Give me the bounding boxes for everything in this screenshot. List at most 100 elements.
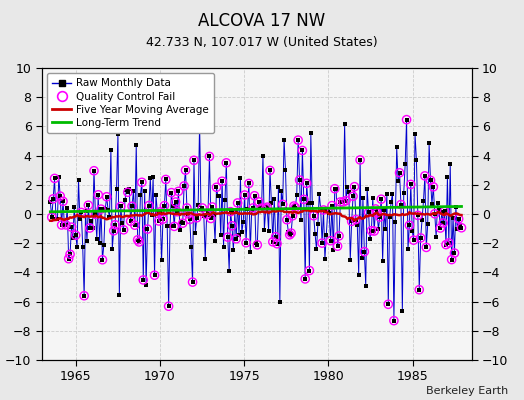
Point [181, 167, 190, 173]
Point [194, 201, 202, 208]
Point [193, 214, 201, 221]
Point [356, 157, 364, 163]
Point [190, 157, 198, 164]
Point [413, 212, 422, 218]
Point [139, 277, 147, 283]
Point [126, 218, 135, 224]
Point [70, 204, 79, 210]
Point [290, 203, 298, 209]
Point [394, 178, 402, 185]
Point [236, 174, 245, 181]
Point [408, 227, 417, 234]
Point [50, 175, 59, 182]
Point [243, 206, 252, 212]
Point [208, 204, 216, 210]
Point [363, 185, 372, 192]
Point [332, 186, 341, 192]
Point [83, 238, 91, 244]
Point [100, 242, 108, 248]
Point [180, 183, 188, 189]
Point [200, 212, 208, 219]
Point [135, 239, 143, 245]
Point [427, 177, 435, 184]
Point [411, 131, 419, 137]
Text: Berkeley Earth: Berkeley Earth [426, 386, 508, 396]
Point [97, 206, 105, 212]
Point [310, 212, 318, 219]
Point [314, 221, 322, 228]
Point [305, 267, 314, 274]
Point [346, 257, 354, 264]
Point [99, 256, 107, 263]
Point [325, 210, 333, 216]
Point [235, 232, 243, 239]
Point [397, 201, 405, 208]
Point [169, 203, 177, 210]
Point [63, 205, 71, 212]
Point [246, 248, 255, 255]
Point [161, 176, 170, 183]
Point [202, 212, 211, 218]
Point [405, 222, 413, 228]
Point [364, 209, 373, 216]
Point [187, 244, 195, 250]
Point [432, 234, 440, 240]
Point [124, 189, 132, 196]
Point [407, 181, 415, 188]
Point [421, 173, 429, 179]
Point [101, 206, 110, 213]
Point [447, 256, 456, 263]
Point [250, 192, 259, 199]
Point [319, 207, 328, 213]
Point [177, 218, 185, 225]
Point [439, 220, 447, 226]
Point [174, 188, 183, 194]
Point [305, 267, 314, 274]
Point [386, 214, 394, 220]
Point [118, 220, 126, 226]
Point [159, 216, 167, 222]
Point [174, 188, 183, 194]
Point [184, 211, 192, 217]
Point [415, 286, 423, 293]
Point [198, 205, 206, 211]
Point [93, 236, 101, 242]
Point [445, 240, 453, 246]
Point [281, 166, 290, 173]
Point [269, 239, 277, 245]
Point [366, 236, 374, 242]
Point [439, 220, 447, 226]
Text: 42.733 N, 107.017 W (United States): 42.733 N, 107.017 W (United States) [146, 36, 378, 49]
Point [107, 146, 115, 153]
Point [128, 203, 136, 210]
Point [114, 131, 122, 137]
Point [69, 234, 77, 241]
Point [212, 184, 221, 190]
Point [284, 228, 292, 235]
Point [239, 218, 247, 225]
Point [149, 174, 157, 181]
Point [345, 188, 353, 195]
Point [111, 222, 119, 228]
Point [110, 228, 118, 234]
Point [59, 198, 67, 204]
Point [249, 205, 257, 211]
Point [347, 218, 356, 224]
Point [91, 211, 100, 218]
Point [76, 216, 84, 222]
Point [128, 203, 136, 210]
Point [138, 179, 146, 186]
Point [450, 250, 458, 256]
Point [449, 214, 457, 221]
Point [224, 234, 232, 240]
Point [328, 202, 336, 209]
Point [89, 225, 97, 231]
Point [445, 240, 453, 246]
Point [79, 244, 87, 250]
Point [352, 216, 360, 223]
Point [115, 292, 124, 299]
Point [108, 245, 116, 252]
Point [447, 256, 456, 263]
Point [287, 230, 296, 236]
Point [373, 210, 381, 216]
